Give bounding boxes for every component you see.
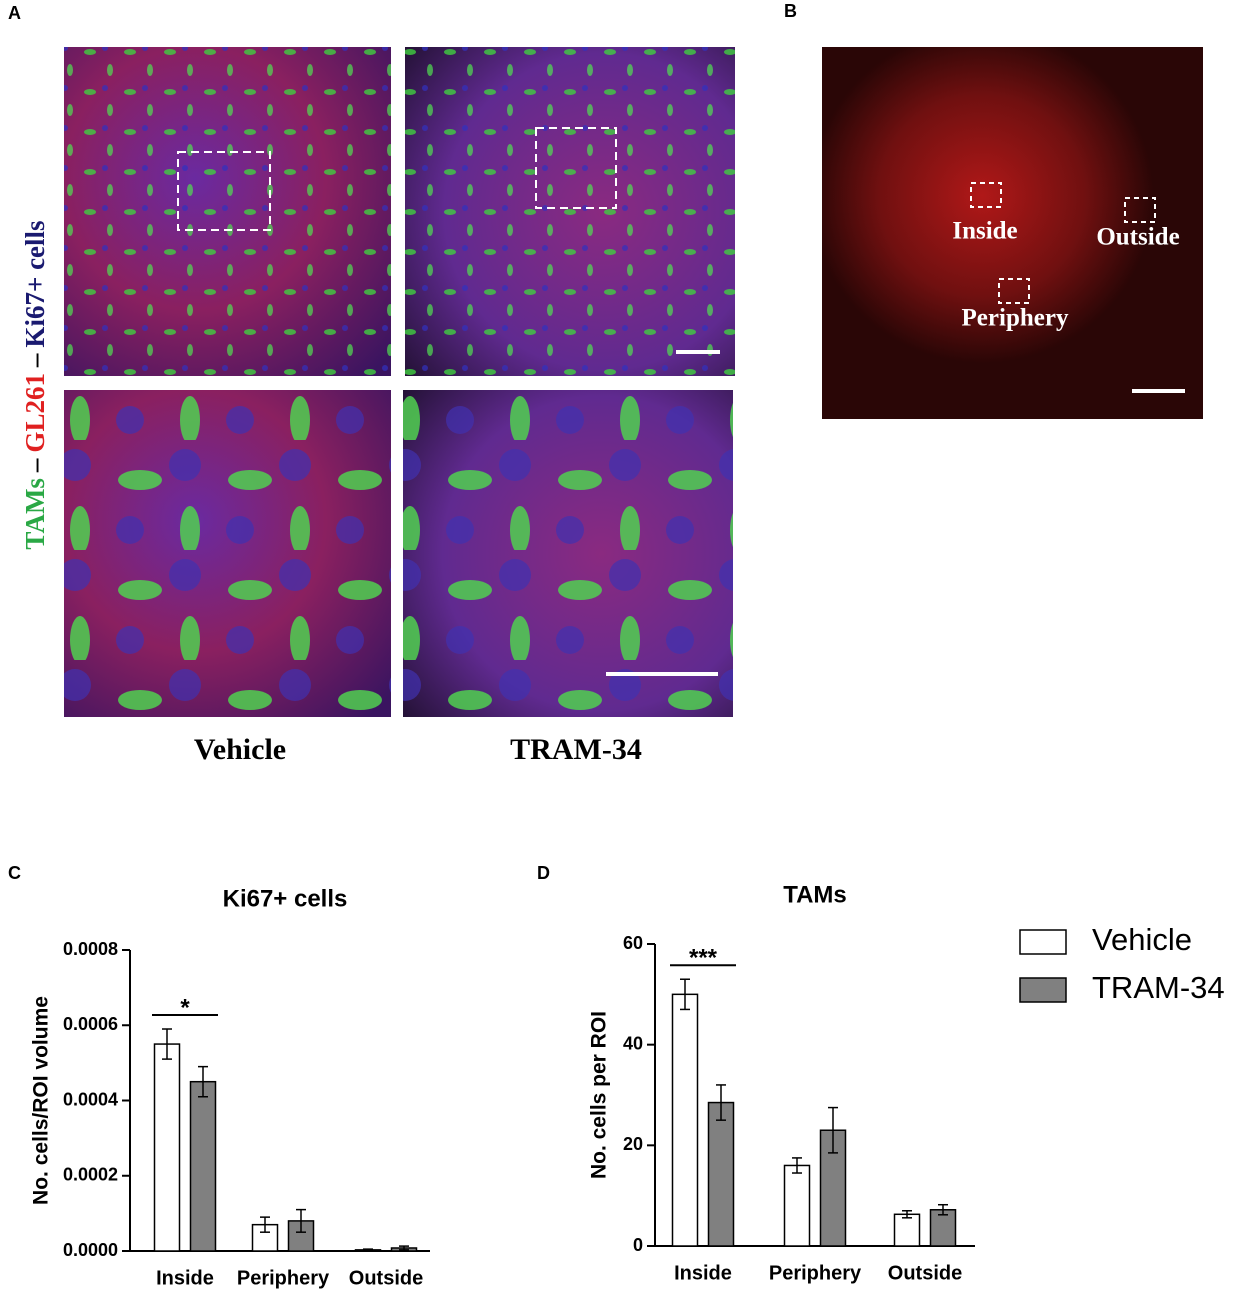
bar: [153, 1043, 181, 1252]
region-label: Periphery: [962, 305, 1069, 332]
y-tick-label: 0.0008: [63, 939, 118, 959]
error-bar: [363, 1248, 373, 1252]
panel-label: B: [784, 1, 797, 21]
column-label: Vehicle: [194, 733, 286, 766]
x-tick-label: Periphery: [769, 1262, 862, 1284]
column-label: TRAM-34: [510, 733, 642, 766]
x-tick-label: Inside: [156, 1267, 214, 1289]
y-tick-label: 0.0002: [63, 1165, 118, 1185]
error-bar: [399, 1245, 409, 1251]
error-bar: [792, 1157, 802, 1174]
panel-label: D: [537, 863, 550, 883]
bar: [189, 1080, 217, 1252]
x-tick-label: Outside: [888, 1262, 962, 1284]
y-tick-label: 0: [633, 1235, 643, 1255]
error-bar: [938, 1203, 948, 1216]
y-axis-label: No. cells per ROI: [588, 1011, 611, 1179]
region-label: Inside: [952, 218, 1017, 245]
legend-swatch: [1019, 929, 1067, 955]
y-tick-label: 0.0000: [63, 1240, 118, 1260]
y-tick-label: 0.0006: [63, 1014, 118, 1034]
error-bar: [828, 1106, 838, 1154]
y-tick-label: 40: [623, 1033, 643, 1053]
x-tick-label: Periphery: [237, 1267, 330, 1289]
label-part: TAMs: [20, 478, 50, 550]
label-part: –: [20, 353, 50, 368]
x-tick-label: Inside: [674, 1262, 732, 1284]
error-bar: [260, 1216, 270, 1233]
panel-a-images: [64, 47, 735, 717]
bar: [671, 993, 699, 1247]
bar: [783, 1164, 811, 1247]
x-tick-label: Outside: [349, 1267, 423, 1289]
label-part: GL261: [20, 373, 50, 453]
panel-b-image: [822, 47, 1203, 419]
panel-label: C: [8, 863, 21, 883]
panel-label: A: [8, 3, 21, 23]
bar: [893, 1213, 921, 1247]
y-tick-label: 0.0004: [63, 1089, 118, 1109]
label-part: Ki67+ cells: [20, 220, 50, 347]
error-bar: [198, 1065, 208, 1098]
legend-label: Vehicle: [1092, 922, 1192, 957]
label-part: –: [20, 458, 50, 473]
error-bar: [902, 1210, 912, 1219]
legend-swatch: [1019, 977, 1067, 1003]
error-bar: [680, 978, 690, 1011]
error-bar: [716, 1084, 726, 1121]
panel-a-ylabel: TAMs – GL261 – Ki67+ cells: [20, 220, 50, 549]
y-tick-label: 60: [623, 933, 643, 953]
y-axis-label: No. cells/ROI volume: [30, 996, 53, 1205]
chart-title: Ki67+ cells: [223, 885, 348, 912]
error-bar: [162, 1028, 172, 1060]
bar: [707, 1101, 735, 1247]
chart-title: TAMs: [783, 881, 847, 908]
error-bar: [296, 1208, 306, 1233]
legend-label: TRAM-34: [1092, 970, 1225, 1005]
significance-label: *: [180, 994, 190, 1021]
significance-label: ***: [689, 945, 718, 972]
y-tick-label: 20: [623, 1134, 643, 1154]
region-label: Outside: [1096, 224, 1179, 251]
